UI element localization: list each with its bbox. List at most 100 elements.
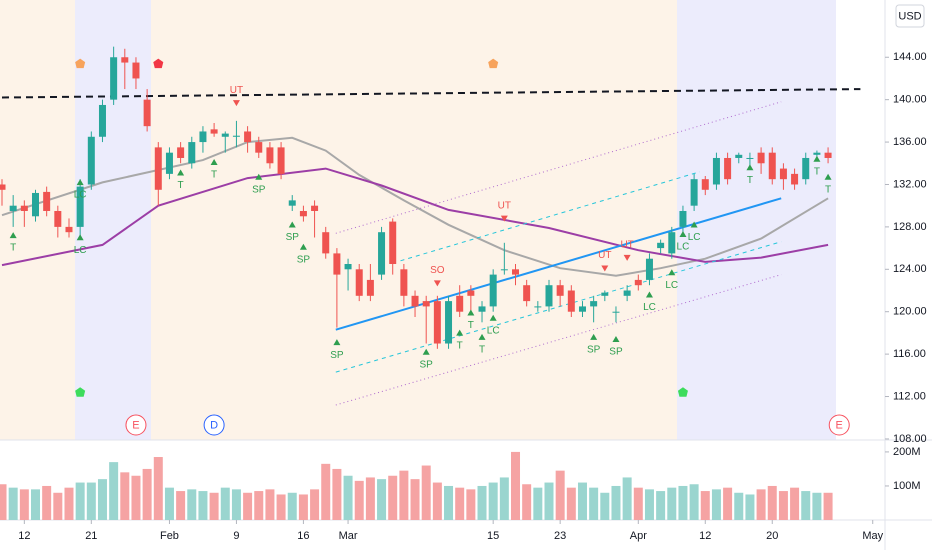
volume-bar (678, 485, 688, 520)
candle-body (612, 311, 620, 313)
volume-bar (589, 487, 599, 520)
candle-body (344, 264, 352, 270)
volume-bar (388, 475, 398, 520)
volume-bar (109, 462, 119, 520)
volume-bar (667, 487, 677, 520)
candle-body (76, 186, 84, 227)
flag-marker (153, 58, 164, 69)
volume-bar (243, 492, 253, 520)
candle-body (65, 226, 73, 233)
candle-body (0, 184, 6, 190)
candle-body (813, 152, 821, 155)
signal-label: UT (620, 240, 633, 251)
signal-label: SP (252, 184, 266, 195)
volume-bar (265, 489, 275, 520)
volume-bar (577, 482, 587, 520)
volume-tick-label: 100M (893, 480, 921, 492)
signal-arrow (422, 348, 430, 355)
signal-label: LC (677, 242, 690, 253)
volume-bar (410, 479, 420, 520)
signal-label: UT (498, 200, 511, 211)
candle-body (277, 147, 285, 174)
trend-line (335, 101, 782, 234)
volume-bar (64, 487, 74, 520)
candle-body (221, 133, 229, 137)
candle-body (534, 306, 542, 308)
signal-label: SP (587, 345, 601, 356)
signal-arrow (623, 254, 631, 261)
signal-arrow (668, 269, 676, 276)
volume-bar (611, 485, 621, 520)
signal-label: UT (598, 250, 611, 261)
volume-bar (332, 468, 342, 520)
candle-body (567, 290, 575, 312)
candle-body (578, 306, 586, 312)
candle-body (824, 152, 832, 158)
candle-body (210, 129, 218, 134)
signal-label: T (178, 180, 184, 191)
candle-body (523, 285, 531, 302)
candle-body (623, 290, 631, 296)
signal-arrow (645, 291, 653, 298)
currency-box[interactable] (895, 4, 925, 28)
volume-bar (823, 492, 833, 520)
candle-body (143, 99, 151, 127)
volume-bar (75, 482, 85, 520)
volume-bar (231, 489, 241, 520)
candle-body (445, 301, 453, 344)
volume-bar (700, 491, 710, 520)
signal-arrow (601, 265, 609, 272)
candle-body (232, 135, 240, 137)
signal-arrow (76, 234, 84, 241)
candle-body (154, 147, 162, 190)
volume-bar (633, 487, 643, 520)
candle-body (110, 57, 118, 100)
volume-bar (86, 482, 96, 520)
candle-body (389, 221, 397, 264)
signal-arrow (590, 333, 598, 340)
candle-body (802, 157, 810, 180)
candle-body (724, 157, 732, 180)
x-tick-label: May (862, 530, 883, 542)
event-label: D (210, 419, 218, 431)
signal-label: SP (609, 347, 623, 358)
signal-label: T (479, 345, 485, 356)
candle-body (54, 210, 62, 227)
x-tick-label: 16 (297, 530, 309, 542)
candle-body (768, 152, 776, 180)
volume-bar (53, 492, 63, 520)
flag-marker (488, 58, 499, 69)
event-marker (828, 414, 850, 436)
event-marker (203, 414, 225, 436)
signal-label: SO (430, 265, 445, 276)
candle-body (701, 179, 709, 190)
candle-body (322, 232, 330, 254)
candle-body (757, 152, 765, 164)
signal-arrow (232, 100, 240, 107)
candle-body (311, 205, 319, 211)
candle-body (288, 200, 296, 206)
volume-bar (499, 477, 509, 520)
signal-arrow (76, 179, 84, 186)
volume-bar (544, 482, 554, 520)
signal-label: UT (230, 85, 243, 96)
x-tick-label: 15 (487, 530, 499, 542)
signal-label: T (747, 175, 753, 186)
volume-bar (600, 492, 610, 520)
candle-body (411, 295, 419, 307)
candle-body (422, 301, 430, 307)
candle-body (668, 232, 676, 254)
volume-bar (801, 491, 811, 520)
signal-arrow (679, 231, 687, 238)
signal-arrow (500, 215, 508, 222)
signal-label: LC (688, 232, 701, 243)
volume-bar (399, 470, 409, 520)
y-tick-label: 136.00 (893, 136, 927, 148)
volume-bar (689, 484, 699, 520)
signal-label: LC (665, 280, 678, 291)
candle-body (556, 285, 564, 296)
signal-label: T (10, 243, 16, 254)
signal-arrow (690, 221, 698, 228)
signal-arrow (255, 173, 263, 180)
candle-body (31, 192, 39, 217)
